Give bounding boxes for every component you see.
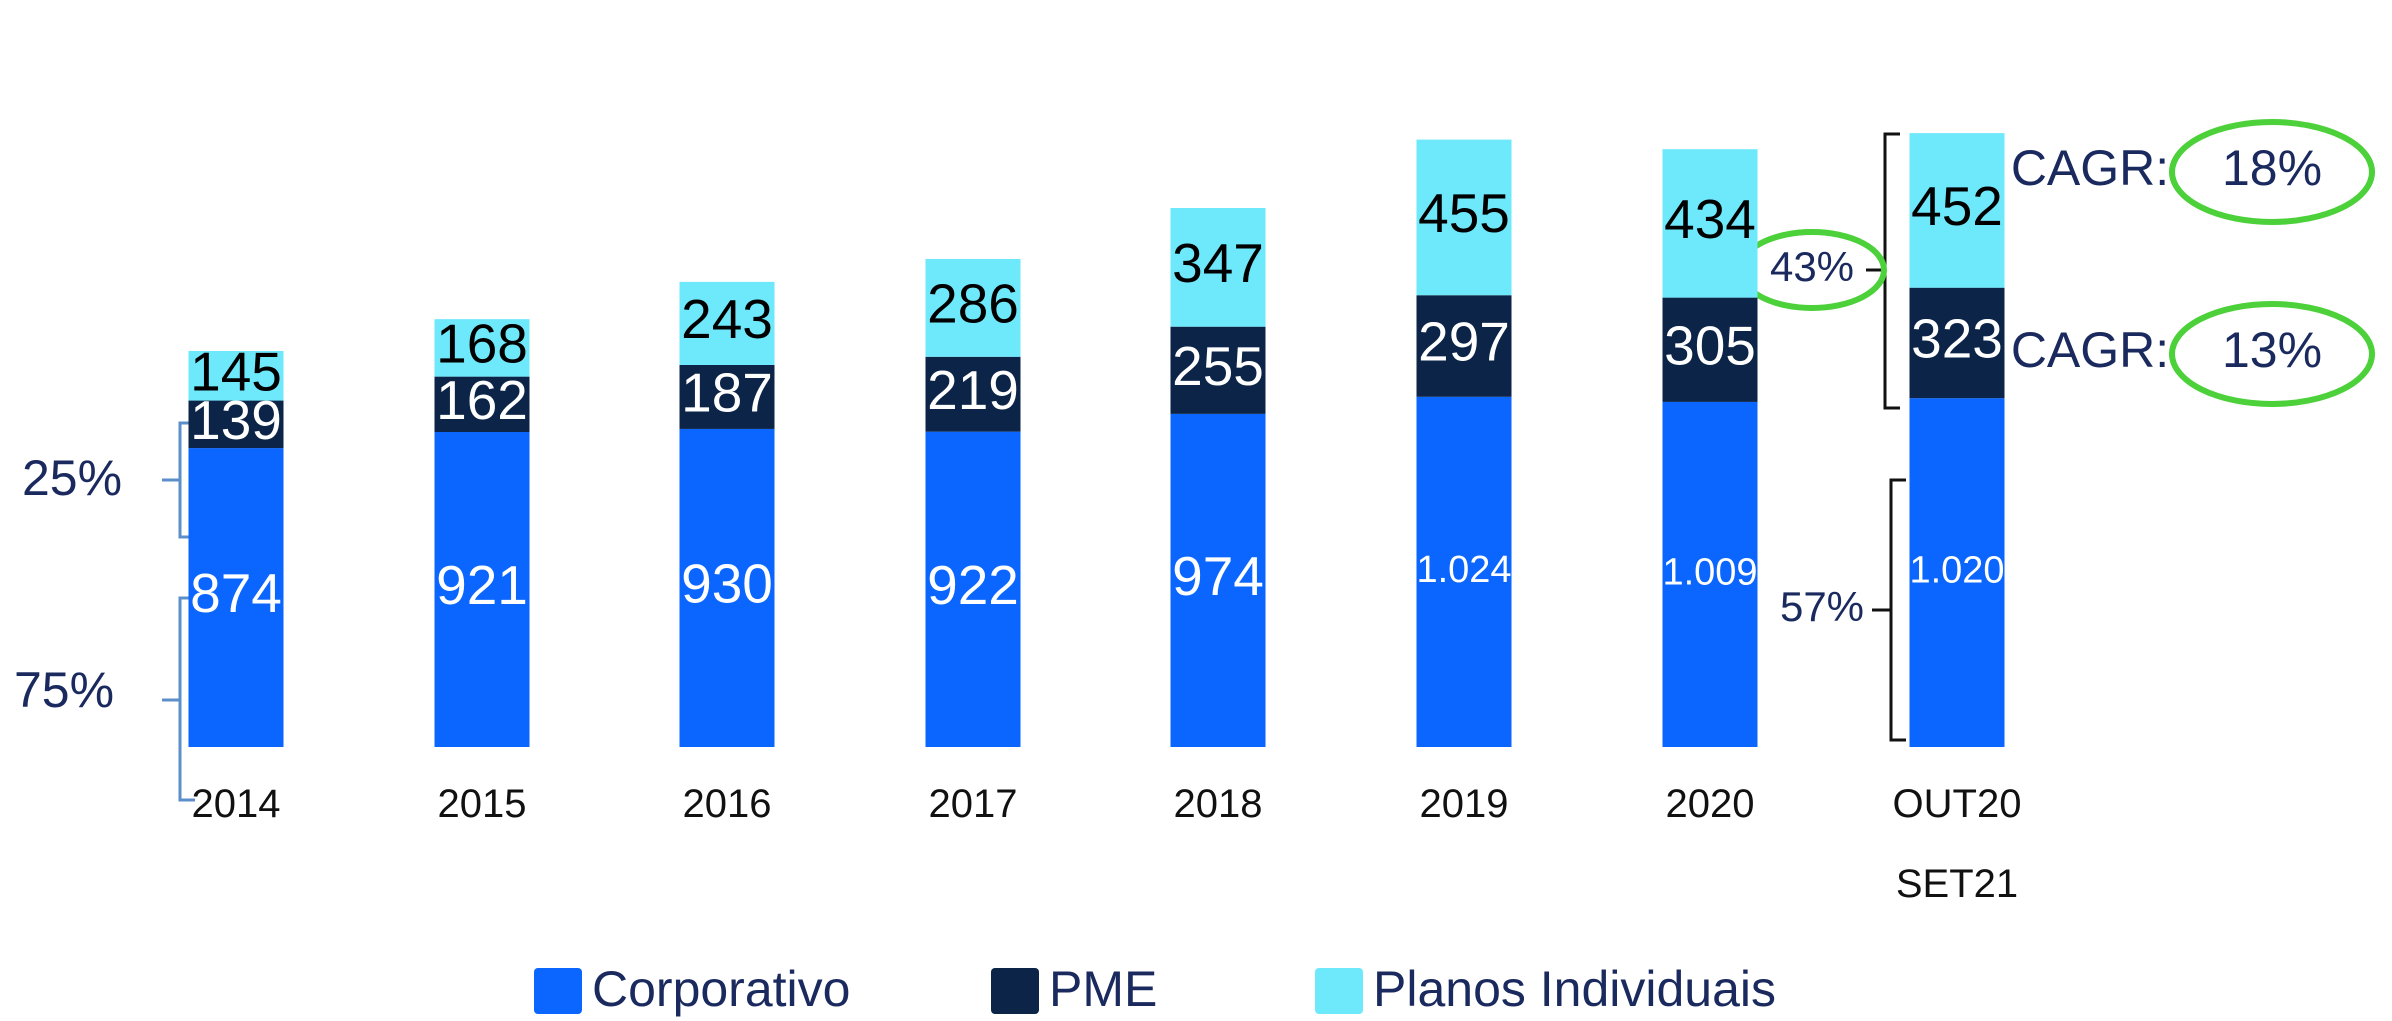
bar-segment	[679, 428, 775, 747]
bar-segment	[1416, 295, 1512, 397]
x-tick-label: 2020	[1665, 782, 1755, 826]
data-label: 455	[1418, 182, 1510, 244]
annotation: 43%	[1770, 243, 1854, 290]
bar-segment	[1416, 396, 1512, 747]
legend-label: Corporativo	[592, 961, 850, 1017]
x-tick-label: 2015	[437, 782, 527, 826]
data-label: 243	[681, 288, 773, 350]
data-label: 145	[190, 340, 282, 402]
bar-segment	[679, 281, 775, 365]
data-label: 168	[436, 312, 528, 374]
legend-label: PME	[1049, 961, 1157, 1017]
data-label: 921	[436, 554, 528, 616]
data-label: 219	[927, 359, 1019, 421]
x-tick-label: 2018	[1173, 782, 1263, 826]
data-label: 286	[927, 272, 1019, 334]
data-label: 922	[927, 554, 1019, 616]
data-label: 297	[1418, 311, 1510, 373]
bar-segment	[1170, 413, 1266, 747]
bar-segment	[1909, 133, 2005, 288]
bar-segment	[1662, 297, 1758, 402]
annotation: CAGR:	[2011, 322, 2169, 378]
bar-segment	[188, 400, 284, 449]
x-tick-label: 2019	[1419, 782, 1509, 826]
data-label: 1.020	[1909, 550, 2004, 592]
bar-segment	[1662, 401, 1758, 747]
x-tick-label: 2014	[191, 782, 281, 826]
data-label: 930	[681, 553, 773, 615]
bar-segment	[188, 350, 284, 401]
annotation: 75%	[14, 662, 114, 718]
bar-segment	[925, 356, 1021, 432]
x-tick-label: 2017	[928, 782, 1018, 826]
bar-segment	[1170, 208, 1266, 327]
bar-segment	[434, 319, 530, 377]
annotation: 18%	[2222, 140, 2322, 196]
data-label: 1.009	[1662, 551, 1757, 593]
bar-segment	[925, 431, 1021, 747]
data-label: 347	[1172, 232, 1264, 294]
brackets	[162, 132, 1906, 802]
annotation: CAGR:	[2011, 140, 2169, 196]
bar-segment	[434, 432, 530, 747]
bracket	[1872, 478, 1906, 742]
highlights	[1737, 119, 2375, 407]
data-label: 305	[1664, 314, 1756, 376]
legend-swatch	[991, 968, 1039, 1014]
highlight-ellipse	[2169, 301, 2375, 407]
bracket	[162, 421, 195, 539]
legend-label: Planos Individuais	[1373, 961, 1776, 1017]
annotation: 13%	[2222, 322, 2322, 378]
data-label: 434	[1664, 188, 1756, 250]
bar-segment	[1416, 139, 1512, 296]
data-label: 323	[1911, 307, 2003, 369]
legend-swatch	[534, 968, 582, 1014]
bar-segment	[925, 258, 1021, 357]
data-label: 255	[1172, 335, 1264, 397]
bar-segment	[1909, 398, 2005, 747]
bracket	[162, 596, 195, 802]
data-label: 1.024	[1416, 549, 1511, 591]
bar-segment	[679, 364, 775, 429]
data-label: 874	[190, 562, 282, 624]
legend-swatch	[1315, 968, 1363, 1014]
x-tick-label: 2016	[682, 782, 772, 826]
data-label: 187	[681, 361, 773, 423]
bar-segment	[1909, 287, 2005, 399]
bar-segment	[434, 376, 530, 433]
annotation: 25%	[22, 450, 122, 506]
x-tick-label: OUT20 SET21	[1892, 782, 2022, 906]
bar-segment	[1662, 149, 1758, 298]
data-label: 452	[1911, 175, 2003, 237]
annotation: 57%	[1780, 583, 1864, 630]
data-label: 162	[436, 369, 528, 431]
bar-segment	[1170, 326, 1266, 414]
data-label: 974	[1172, 545, 1264, 607]
bar-segment	[188, 448, 284, 747]
highlight-ellipse	[2169, 119, 2375, 225]
